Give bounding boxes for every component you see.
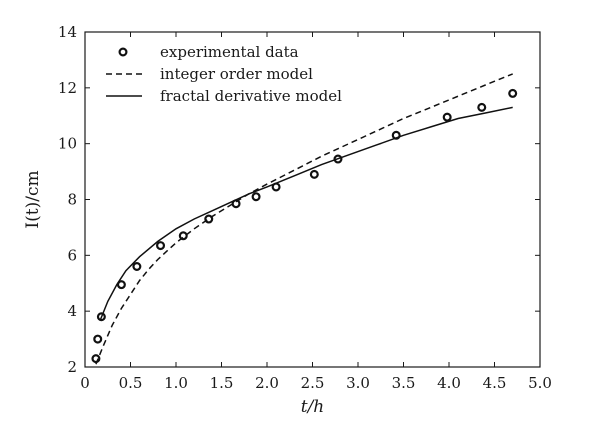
- fractal-derivative-model-line: [99, 106, 513, 320]
- legend-label: fractal derivative model: [160, 87, 342, 105]
- x-tick-label: 3.5: [392, 374, 416, 392]
- integer-order-model-line: [95, 73, 513, 365]
- series-layer: [91, 73, 518, 365]
- data-point: [132, 262, 142, 272]
- x-axis-label: t/h: [301, 397, 325, 417]
- data-point: [116, 280, 126, 290]
- y-tick-label: 14: [58, 23, 77, 41]
- axis-ticks: 0 0.5 1.0 1.5 2.0 2.5 3.0 3.5 4.0 4.5 5.0 2 4 6 8 10 12 1…: [58, 23, 552, 392]
- y-tick-label: 4: [67, 302, 77, 320]
- data-point: [156, 241, 166, 251]
- data-point: [178, 231, 188, 241]
- x-tick-label: 2.0: [255, 374, 279, 392]
- data-point: [477, 102, 487, 112]
- legend-marker-experimental: [118, 47, 128, 57]
- data-point: [93, 334, 103, 344]
- x-tick-label: 1.5: [210, 374, 234, 392]
- data-point: [508, 88, 518, 98]
- x-tick-label: 2.5: [301, 374, 325, 392]
- y-axis-label: I(t)/cm: [23, 170, 43, 228]
- x-tick-label: 1.0: [164, 374, 188, 392]
- legend: experimental data integer order model frac…: [106, 43, 342, 105]
- data-point: [251, 192, 261, 202]
- data-point: [442, 112, 452, 122]
- y-tick-label: 8: [67, 191, 77, 209]
- x-tick-label: 5.0: [528, 374, 552, 392]
- data-point: [91, 354, 101, 364]
- x-tick-label: 3.0: [346, 374, 370, 392]
- x-tick-label: 4.0: [437, 374, 461, 392]
- y-tick-label: 2: [67, 358, 77, 376]
- x-tick-label: 0.5: [119, 374, 143, 392]
- y-tick-label: 10: [58, 135, 77, 153]
- data-point: [309, 169, 319, 179]
- y-tick-label: 6: [67, 246, 77, 264]
- y-tick-label: 12: [58, 79, 77, 97]
- legend-label: experimental data: [160, 43, 299, 61]
- x-tick-label: 4.5: [483, 374, 507, 392]
- x-tick-label: 0: [80, 374, 90, 392]
- legend-label: integer order model: [160, 65, 313, 83]
